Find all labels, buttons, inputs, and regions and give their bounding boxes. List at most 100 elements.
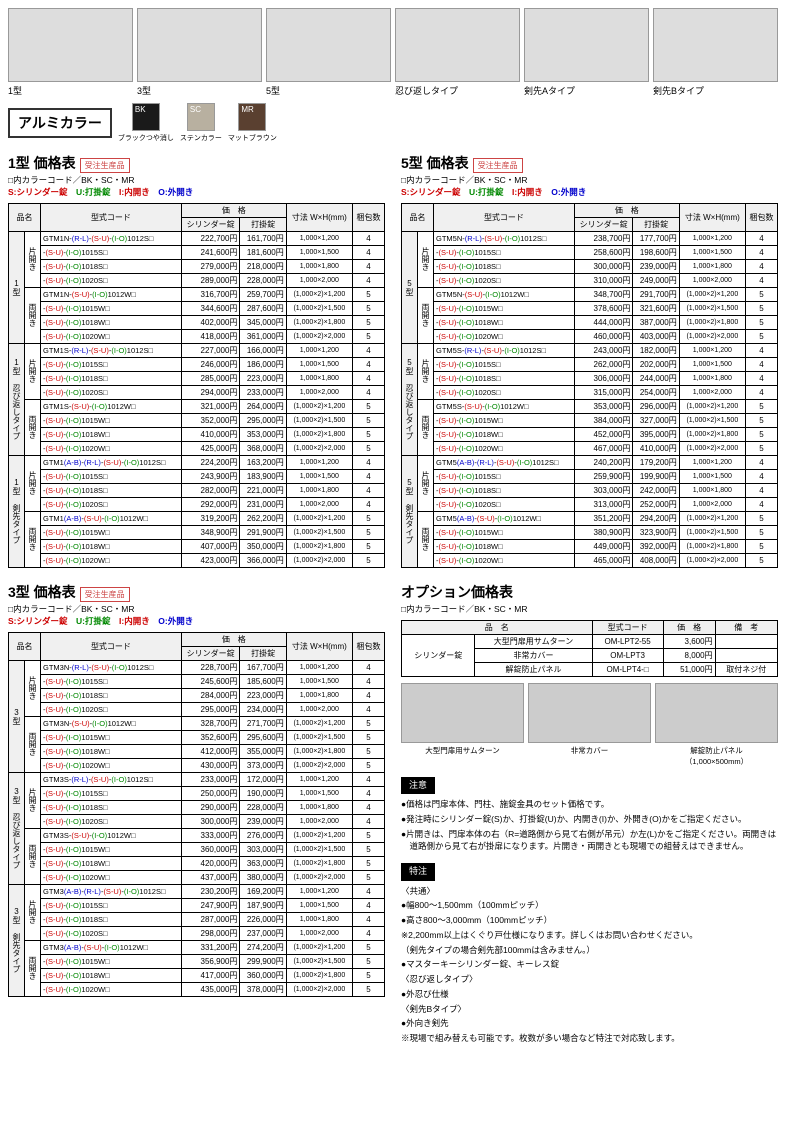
table-row: シリンダー錠大型門扉用サムターンOM-LPT2-553,600円 [402,634,778,648]
table-row: 両開きGTM5(A-B)-(S-U)-(I-O)1012W□351,200円29… [402,511,778,525]
table-row: -(S-U)-(I-O)1015S□250,000円190,000円1,000×… [9,786,385,800]
price-latch-cell: 299,900円 [240,954,286,968]
qty-cell: 5 [352,940,384,954]
model-cell: -(S-U)-(I-O)1018S□ [434,483,575,497]
price-latch-cell: 252,000円 [633,497,679,511]
price-cyl-cell: 430,000円 [181,758,240,772]
qty-cell: 4 [352,800,384,814]
model-cell: -(S-U)-(I-O)1015W□ [41,842,182,856]
table-row: -(S-U)-(I-O)1015S□259,900円199,900円1,000×… [402,469,778,483]
caution-title: 注意 [401,777,435,795]
price-latch-cell: 231,000円 [240,497,286,511]
size-cell: 1,000×1,800 [286,688,352,702]
table-row: -(S-U)-(I-O)1015W□352,000円295,000円(1,000… [9,413,385,427]
price-cyl-cell: 258,600円 [574,245,633,259]
price-latch-cell: 202,000円 [633,357,679,371]
size-cell: (1,000×2)×1,500 [679,525,745,539]
qty-cell: 4 [352,245,384,259]
price-cyl-cell: 306,000円 [574,371,633,385]
qty-cell: 4 [745,385,777,399]
table-row: 5型片開きGTM5N-(R-L)-(S-U)-(I-O)1012S□238,70… [402,231,778,245]
price-latch-cell: 287,600円 [240,301,286,315]
table-row: -(S-U)-(I-O)1015W□378,600円321,600円(1,000… [402,301,778,315]
model-cell: -(S-U)-(I-O)1020W□ [41,982,182,996]
fence-label: 1型 [8,84,133,97]
price-latch-cell: 198,600円 [633,245,679,259]
price-cyl-cell: 289,000円 [181,273,240,287]
qty-cell: 4 [352,926,384,940]
model-cell: -(S-U)-(I-O)1015S□ [434,469,575,483]
price-cyl-cell: 228,700円 [181,660,240,674]
category-cell: 1型 剣先タイプ [9,455,25,567]
price-cyl-cell: 250,000円 [181,786,240,800]
qty-cell: 5 [745,301,777,315]
model-cell: GTM5S-(R-L)-(S-U)-(I-O)1012S□ [434,343,575,357]
size-cell: 1,000×1,200 [286,231,352,245]
subcategory-cell: 両開き [25,287,41,343]
price-cyl-cell: 348,700円 [574,287,633,301]
top-image-row: 1型 3型 5型 忍び返しタイプ 剣先Aタイプ 剣先Bタイプ [8,8,778,97]
model-cell: GTM3N-(R-L)-(S-U)-(I-O)1012S□ [41,660,182,674]
size-cell: 1,000×1,200 [286,455,352,469]
table-row: -(S-U)-(I-O)1018W□420,000円363,000円(1,000… [9,856,385,870]
qty-cell: 4 [745,231,777,245]
price-latch-cell: 166,000円 [240,343,286,357]
feature-item: ●マスターキーシリンダー錠、キーレス錠 [401,958,778,971]
qty-cell: 4 [745,483,777,497]
table-row: -(S-U)-(I-O)1018S□303,000円242,000円1,000×… [402,483,778,497]
price-latch-cell: 262,200円 [240,511,286,525]
qty-cell: 5 [352,525,384,539]
qty-cell: 5 [352,315,384,329]
qty-cell: 4 [745,357,777,371]
qty-cell: 4 [352,772,384,786]
model-cell: -(S-U)-(I-O)1020S□ [41,273,182,287]
legend-t5: □内カラーコード／BK・SC・MRS:シリンダー錠 U:打掛錠 I:内開き O:… [401,175,778,199]
model-cell: -(S-U)-(I-O)1015S□ [41,674,182,688]
table-row: -(S-U)-(I-O)1018W□417,000円360,000円(1,000… [9,968,385,982]
option-image-label: 非常カバー [528,745,651,756]
spike-label: 忍び返しタイプ [395,84,520,97]
table-row: 1型 剣先タイプ片開きGTM1(A-B)-(R-L)-(S-U)-(I-O)10… [9,455,385,469]
qty-cell: 4 [352,455,384,469]
model-cell: GTM3(A-B)-(S-U)-(I-O)1012W□ [41,940,182,954]
price-latch-cell: 361,000円 [240,329,286,343]
model-cell: GTM5(A-B)-(R-L)-(S-U)-(I-O)1012S□ [434,455,575,469]
price-latch-cell: 226,000円 [240,912,286,926]
qty-cell: 5 [352,744,384,758]
category-cell: 3型 [9,660,25,772]
qty-cell: 5 [352,982,384,996]
price-cyl-cell: 352,000円 [181,413,240,427]
feature-item: ※2,200mm以上はくぐり戸仕様になります。詳しくはお問い合わせください。 [401,929,778,942]
table-row: -(S-U)-(I-O)1020S□300,000円239,000円1,000×… [9,814,385,828]
table-row: 3型 剣先タイプ片開きGTM3(A-B)-(R-L)-(S-U)-(I-O)10… [9,884,385,898]
table-row: -(S-U)-(I-O)1020W□430,000円373,000円(1,000… [9,758,385,772]
price-cyl-cell: 467,000円 [574,441,633,455]
caution-item: ●発注時にシリンダー錠(S)か、打掛錠(U)か、内開き(I)か、外開き(O)かを… [401,813,778,826]
model-cell: GTM1S-(S-U)-(I-O)1012W□ [41,399,182,413]
qty-cell: 5 [352,842,384,856]
price-latch-cell: 410,000円 [633,441,679,455]
price-latch-cell: 185,600円 [240,674,286,688]
price-cyl-cell: 420,000円 [181,856,240,870]
price-latch-cell: 187,900円 [240,898,286,912]
option-image [401,683,524,743]
model-cell: -(S-U)-(I-O)1018S□ [41,259,182,273]
model-cell: GTM1(A-B)-(S-U)-(I-O)1012W□ [41,511,182,525]
size-cell: (1,000×2)×2,000 [286,982,352,996]
qty-cell: 5 [745,553,777,567]
option-name: 解錠防止パネル [475,662,592,676]
price-latch-cell: 237,000円 [240,926,286,940]
model-cell: -(S-U)-(I-O)1015W□ [41,525,182,539]
size-cell: 1,000×1,500 [679,245,745,259]
model-cell: -(S-U)-(I-O)1020W□ [434,553,575,567]
qty-cell: 4 [745,497,777,511]
option-image-label: 大型門扉用サムターン [401,745,524,756]
model-cell: -(S-U)-(I-O)1018W□ [41,856,182,870]
price-latch-cell: 296,000円 [633,399,679,413]
subcategory-cell: 片開き [418,343,434,399]
size-cell: (1,000×2)×1,200 [286,511,352,525]
qty-cell: 4 [352,497,384,511]
feature-item: ※現場で組み替えも可能です。枚数が多い場合など特注で対応致します。 [401,1032,778,1045]
model-cell: -(S-U)-(I-O)1015W□ [41,730,182,744]
model-cell: -(S-U)-(I-O)1020S□ [434,273,575,287]
